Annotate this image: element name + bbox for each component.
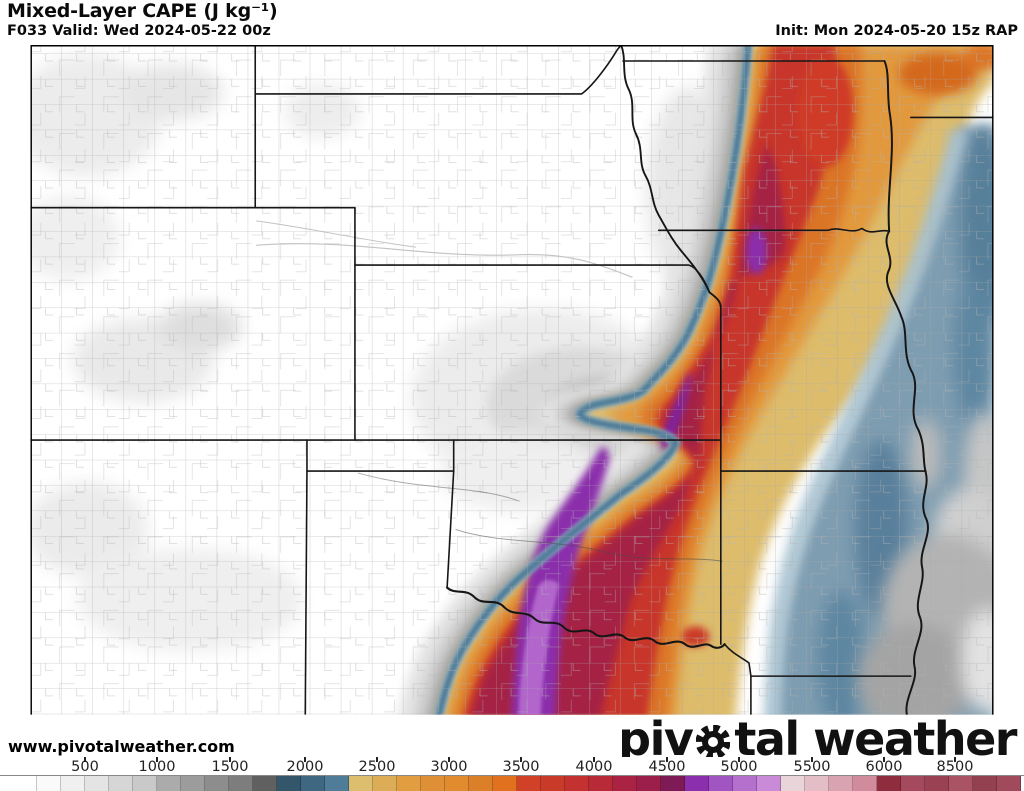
colorbar-label: 5500: [793, 759, 831, 775]
colorbar-segment: [109, 776, 133, 791]
colorbar-label: 4000: [575, 759, 613, 775]
colorbar-tick: [811, 757, 813, 762]
colorbar-segment: [181, 776, 205, 791]
colorbar-segment: [205, 776, 229, 791]
colorbar-label: 2500: [358, 759, 396, 775]
colorbar-tick: [883, 757, 885, 762]
colorbar-segment: [829, 776, 853, 791]
colorbar-tick: [520, 757, 522, 762]
colorbar-segment: [301, 776, 325, 791]
colorbar-segment: [565, 776, 589, 791]
colorbar-segment: [253, 776, 277, 791]
colorbar-segment: [13, 776, 37, 791]
gear-icon: [693, 720, 733, 767]
colorbar-label: 3000: [430, 759, 468, 775]
colorbar-segment: [157, 776, 181, 791]
colorbar-segment: [661, 776, 685, 791]
colorbar-segment: [853, 776, 877, 791]
colorbar-segment: [877, 776, 901, 791]
page-title: Mixed-Layer CAPE (J kg⁻¹): [7, 0, 278, 22]
colorbar-segment: [37, 776, 61, 791]
colorbar-label: 500: [71, 759, 99, 775]
colorbar-segment: [781, 776, 805, 791]
colorbar-segment: [685, 776, 709, 791]
colorbar-label: 1500: [211, 759, 249, 775]
colorbar-segment: [709, 776, 733, 791]
colorbar: [0, 775, 1024, 791]
colorbar-segment: [349, 776, 373, 791]
colorbar-segment: [997, 776, 1021, 791]
colorbar-tick: [738, 757, 740, 762]
colorbar-label: 8500: [936, 759, 974, 775]
colorbar-segment: [421, 776, 445, 791]
colorbar-segment: [637, 776, 661, 791]
cape-map-svg: [30, 45, 994, 715]
colorbar-segment: [493, 776, 517, 791]
colorbar-segment: [277, 776, 301, 791]
colorbar-segment: [541, 776, 565, 791]
colorbar-tick: [156, 757, 158, 762]
colorbar-tick: [84, 757, 86, 762]
colorbar-tick: [229, 757, 231, 762]
county-grid: [30, 45, 994, 715]
colorbar-label: 4500: [648, 759, 686, 775]
colorbar-label: 5000: [720, 759, 758, 775]
colorbar-tick: [448, 757, 450, 762]
colorbar-label: 6000: [865, 759, 903, 775]
colorbar-segment: [805, 776, 829, 791]
colorbar-segment: [469, 776, 493, 791]
colorbar-labels: 500 1000 1500 2000 2500 3000 3500 4000 4500 5000 5…: [0, 757, 1024, 775]
colorbar-segment: [925, 776, 949, 791]
map-border: [30, 45, 994, 715]
colorbar-segment: [325, 776, 349, 791]
colorbar-label: 3500: [502, 759, 540, 775]
colorbar-segment: [133, 776, 157, 791]
colorbar-segment: [61, 776, 85, 791]
colorbar-tick: [954, 757, 956, 762]
colorbar-tick: [376, 757, 378, 762]
watermark-pre: piv: [618, 712, 694, 766]
colorbar-tick: [593, 757, 595, 762]
colorbar-segment: [949, 776, 973, 791]
cape-map: [0, 45, 1024, 757]
colorbar-segment: [397, 776, 421, 791]
state-borders: [30, 45, 994, 715]
watermark-post: tal weather: [734, 712, 1017, 766]
colorbar-tick: [304, 757, 306, 762]
colorbar-label: 1000: [138, 759, 176, 775]
rivers: [256, 220, 723, 562]
colorbar-segment: [757, 776, 781, 791]
colorbar-segment: [613, 776, 637, 791]
colorbar-label: 2000: [286, 759, 324, 775]
site-url: www.pivotalweather.com: [8, 737, 235, 756]
colorbar-segment: [85, 776, 109, 791]
init-time-label: Init: Mon 2024-05-20 15z RAP: [775, 23, 1018, 39]
header: Mixed-Layer CAPE (J kg⁻¹) F033 Valid: We…: [0, 0, 1024, 45]
colorbar-segment: [229, 776, 253, 791]
colorbar-segment: [973, 776, 997, 791]
colorbar-segment: [373, 776, 397, 791]
colorbar-segment: [517, 776, 541, 791]
colorbar-tick: [666, 757, 668, 762]
colorbar-segment: [589, 776, 613, 791]
colorbar-segment: [901, 776, 925, 791]
watermark-logo: piv tal weather: [618, 716, 1017, 767]
colorbar-segment: [733, 776, 757, 791]
valid-time-label: F033 Valid: Wed 2024-05-22 00z: [7, 23, 271, 39]
colorbar-segment: [445, 776, 469, 791]
